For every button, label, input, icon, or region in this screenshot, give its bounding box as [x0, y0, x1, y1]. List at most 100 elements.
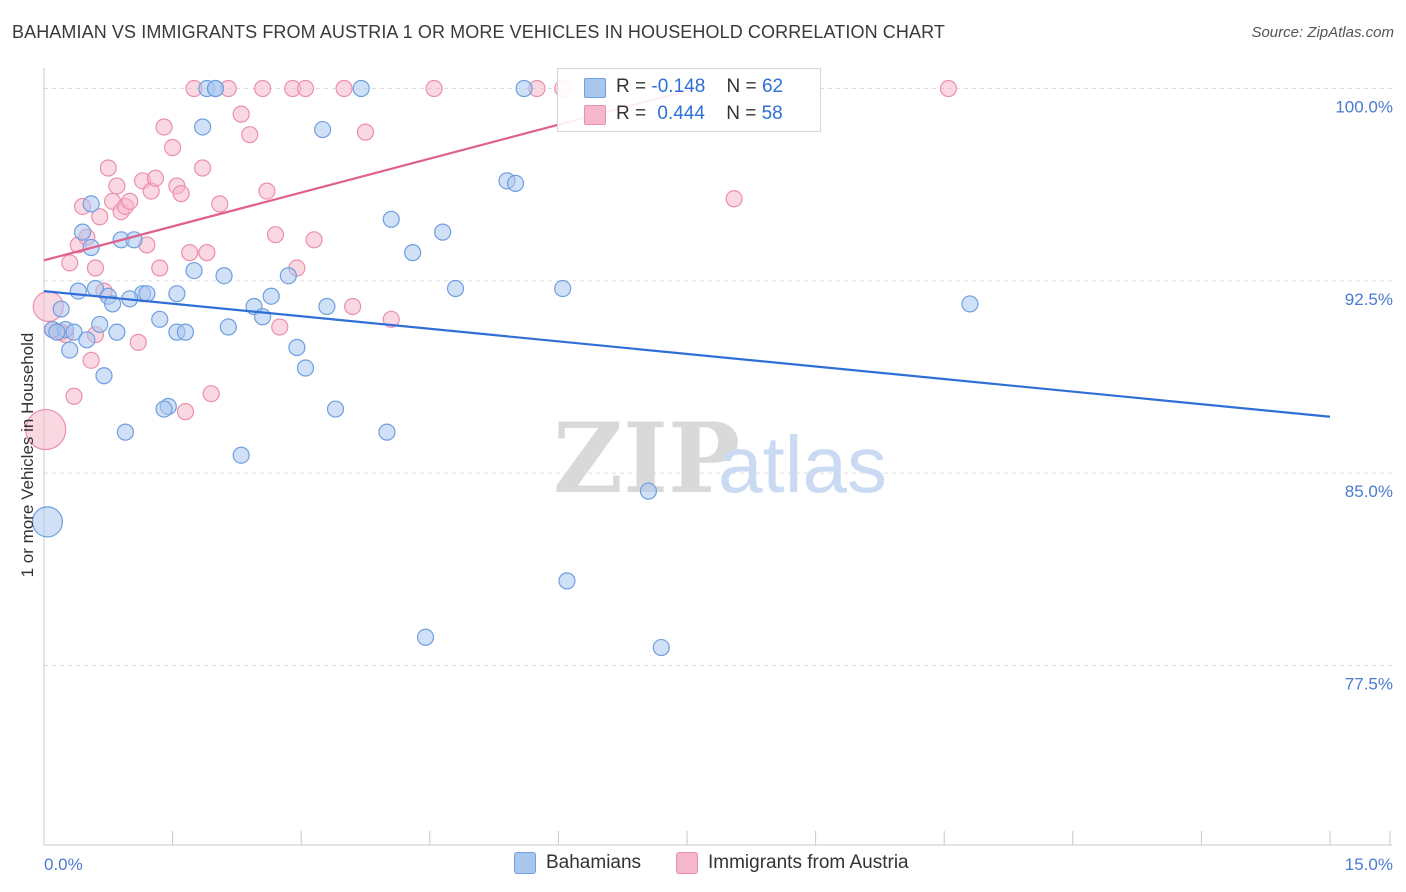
point-bahamians [194, 118, 212, 136]
legend-swatch-blue [584, 78, 606, 98]
grid-lines [44, 88, 1392, 666]
point-immigrants-from-austria [99, 159, 117, 177]
point-bahamians [31, 506, 64, 538]
point-bahamians [318, 297, 336, 316]
point-bahamians [61, 341, 79, 359]
point-immigrants-from-austria [25, 408, 67, 451]
point-immigrants-from-austria [356, 123, 375, 141]
point-bahamians [506, 174, 525, 192]
point-bahamians [108, 323, 126, 341]
point-immigrants-from-austria [129, 333, 147, 351]
point-bahamians [138, 285, 156, 303]
point-bahamians [65, 323, 83, 341]
point-bahamians [961, 295, 979, 313]
point-immigrants-from-austria [198, 244, 216, 262]
point-bahamians [78, 331, 96, 349]
correlation-legend: R = -0.148 N = 62 R = 0.444 N = 58 [557, 68, 821, 132]
y-axis-label: 1 or more Vehicles in Household [18, 333, 37, 578]
point-immigrants-from-austria [241, 126, 259, 144]
point-immigrants-from-austria [86, 259, 105, 277]
point-immigrants-from-austria [382, 310, 400, 328]
legend-swatch-austria [676, 852, 698, 874]
series-immigrants-from-austria [25, 79, 958, 451]
point-immigrants-from-austria [65, 387, 83, 405]
point-bahamians [155, 400, 173, 418]
x-tick-label: 15.0% [1345, 855, 1393, 874]
point-bahamians [446, 279, 465, 298]
point-immigrants-from-austria [61, 254, 79, 272]
point-immigrants-from-austria [335, 79, 353, 98]
point-immigrants-from-austria [121, 192, 139, 210]
legend-n-value: 62 [761, 76, 784, 97]
point-bahamians [48, 323, 66, 341]
point-bahamians [326, 400, 345, 418]
point-bahamians [288, 338, 306, 357]
y-tick-label: 92.5% [1345, 290, 1393, 309]
point-bahamians [176, 323, 195, 341]
point-immigrants-from-austria [939, 79, 958, 98]
point-bahamians [262, 287, 280, 305]
point-immigrants-from-austria [344, 297, 362, 316]
y-tick-label: 85.0% [1345, 482, 1393, 501]
point-bahamians [82, 195, 100, 213]
point-bahamians [215, 267, 233, 285]
point-immigrants-from-austria [155, 118, 173, 136]
point-bahamians [52, 300, 70, 318]
x-tick-label: 0.0% [44, 855, 83, 874]
point-immigrants-from-austria [232, 105, 250, 123]
trend-line-bahamians [43, 290, 1331, 418]
point-immigrants-from-austria [258, 182, 276, 200]
point-bahamians [95, 367, 113, 385]
point-bahamians [279, 267, 297, 285]
point-immigrants-from-austria [146, 169, 165, 187]
point-bahamians [404, 244, 422, 262]
watermark-atlas: atlas [718, 420, 887, 509]
point-bahamians [103, 295, 122, 313]
point-immigrants-from-austria [151, 259, 169, 277]
legend-r-value: 0.444 [657, 103, 705, 124]
point-immigrants-from-austria [194, 159, 212, 177]
point-immigrants-from-austria [725, 190, 743, 208]
point-immigrants-from-austria [254, 79, 272, 98]
point-immigrants-from-austria [91, 208, 109, 226]
point-bahamians [296, 359, 315, 377]
point-bahamians [382, 210, 400, 228]
tick-labels: 77.5% 85.0% 92.5% 100.0% 0.0% 15.0% [44, 98, 1393, 874]
point-bahamians [91, 315, 109, 334]
legend-r-label: R = [616, 76, 647, 97]
series-legend: Bahamians Immigrants from Austria [0, 852, 1406, 878]
legend-swatch-bahamians [514, 852, 536, 874]
point-immigrants-from-austria [176, 403, 195, 421]
point-bahamians [206, 79, 225, 98]
y-tick-label: 77.5% [1345, 674, 1393, 693]
point-bahamians [185, 261, 203, 280]
point-immigrants-from-austria [266, 226, 285, 244]
point-bahamians [515, 79, 533, 98]
series-bahamians [31, 79, 979, 657]
point-bahamians [116, 423, 135, 441]
legend-n-label: N = [726, 76, 757, 97]
y-tick-label: 100.0% [1335, 98, 1393, 117]
point-bahamians [219, 318, 237, 336]
point-bahamians [378, 423, 396, 441]
point-bahamians [232, 446, 250, 464]
legend-r-label: R = [616, 103, 647, 124]
legend-r-value: -0.148 [651, 76, 706, 97]
point-immigrants-from-austria [82, 351, 100, 369]
legend-n-label: N = [726, 103, 757, 124]
point-bahamians [434, 223, 452, 241]
point-bahamians [639, 482, 658, 500]
point-bahamians [151, 310, 169, 328]
point-immigrants-from-austria [181, 244, 199, 262]
legend-label-bahamians: Bahamians [546, 852, 642, 873]
legend-n-value: 58 [761, 103, 783, 124]
point-bahamians [73, 223, 92, 241]
legend-item-bahamians[interactable]: Bahamians [514, 852, 641, 874]
point-bahamians [168, 285, 186, 303]
legend-label-austria: Immigrants from Austria [708, 852, 909, 873]
legend-item-austria[interactable]: Immigrants from Austria [676, 852, 909, 874]
point-immigrants-from-austria [296, 79, 315, 98]
trend-lines [43, 87, 1331, 418]
point-bahamians [652, 638, 670, 657]
point-immigrants-from-austria [305, 231, 323, 249]
